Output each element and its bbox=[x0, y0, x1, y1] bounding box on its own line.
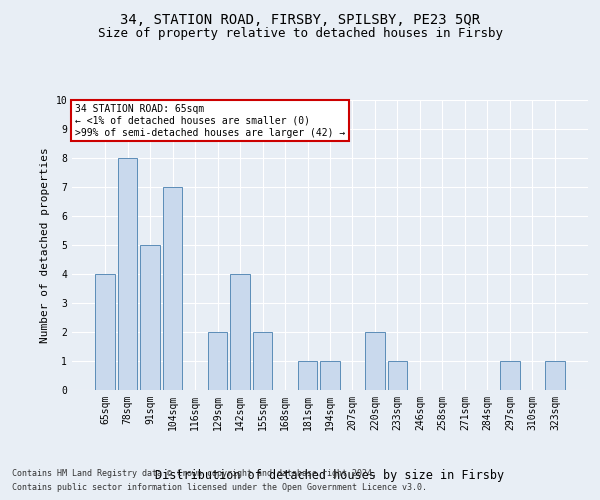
Bar bbox=[500, 361, 520, 390]
Text: 34 STATION ROAD: 65sqm
← <1% of detached houses are smaller (0)
>99% of semi-det: 34 STATION ROAD: 65sqm ← <1% of detached… bbox=[74, 104, 345, 138]
Bar bbox=[545, 361, 565, 390]
Bar bbox=[163, 187, 182, 390]
Bar bbox=[320, 361, 340, 390]
Text: Size of property relative to detached houses in Firsby: Size of property relative to detached ho… bbox=[97, 28, 503, 40]
Bar bbox=[365, 332, 385, 390]
Bar bbox=[388, 361, 407, 390]
Bar bbox=[95, 274, 115, 390]
Bar bbox=[253, 332, 272, 390]
Y-axis label: Number of detached properties: Number of detached properties bbox=[40, 147, 50, 343]
Bar bbox=[230, 274, 250, 390]
Text: Contains HM Land Registry data © Crown copyright and database right 2024.: Contains HM Land Registry data © Crown c… bbox=[12, 468, 377, 477]
X-axis label: Distribution of detached houses by size in Firsby: Distribution of detached houses by size … bbox=[155, 469, 505, 482]
Bar bbox=[208, 332, 227, 390]
Bar bbox=[118, 158, 137, 390]
Text: Contains public sector information licensed under the Open Government Licence v3: Contains public sector information licen… bbox=[12, 484, 427, 492]
Bar bbox=[298, 361, 317, 390]
Text: 34, STATION ROAD, FIRSBY, SPILSBY, PE23 5QR: 34, STATION ROAD, FIRSBY, SPILSBY, PE23 … bbox=[120, 12, 480, 26]
Bar bbox=[140, 245, 160, 390]
